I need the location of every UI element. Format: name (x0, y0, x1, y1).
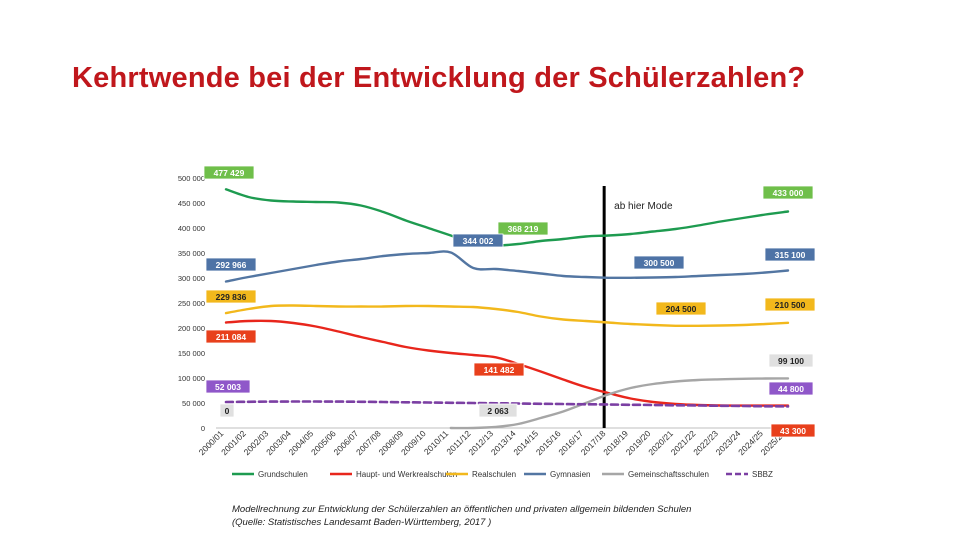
data-label-box (764, 247, 816, 262)
series-line-grundschulen (224, 188, 790, 247)
data-label-box (770, 423, 816, 438)
data-label: 433 000 (773, 188, 804, 198)
x-tick-label: 2009/10 (399, 428, 428, 457)
data-label: 52 003 (215, 382, 241, 392)
series-line-realschulen (224, 304, 790, 328)
data-label: 315 100 (775, 250, 806, 260)
data-label: 477 429 (214, 168, 245, 178)
data-label-box (768, 381, 814, 396)
data-label-box (219, 403, 235, 418)
data-label-box (205, 329, 257, 344)
data-label: 44 800 (778, 384, 804, 394)
data-label: 0 (225, 406, 230, 416)
caption-line-2: (Quelle: Statistisches Landesamt Baden-W… (232, 517, 492, 528)
data-label: 292 966 (216, 260, 247, 270)
series-line-gemeinschaftsschulen (449, 377, 790, 430)
y-tick-label: 350 000 (178, 249, 205, 258)
legend-item-label: Realschulen (472, 470, 516, 479)
data-label: 204 500 (666, 304, 697, 314)
legend-item-label: Gymnasien (550, 470, 590, 479)
data-label-box (655, 301, 707, 316)
y-tick-label: 200 000 (178, 324, 205, 333)
y-tick-label: 50 000 (182, 399, 205, 408)
data-label: 368 219 (508, 224, 539, 234)
data-label-box (473, 362, 525, 377)
data-label: 43 300 (780, 426, 806, 436)
data-label-box (452, 233, 504, 248)
y-tick-label: 450 000 (178, 199, 205, 208)
y-tick-label: 250 000 (178, 299, 205, 308)
data-label-box (205, 379, 251, 394)
legend-item-label: SBBZ (752, 470, 773, 479)
y-tick-label: 0 (201, 424, 205, 433)
data-label: 211 084 (216, 332, 247, 342)
page-title: Kehrtwende bei der Entwicklung der Schül… (72, 62, 806, 94)
forecast-marker-label: ab hier Mode (614, 201, 673, 212)
data-label: 141 482 (484, 365, 515, 375)
data-label-box (478, 403, 518, 418)
legend-item-label: Haupt- und Werkrealschulen (356, 470, 457, 479)
legend-item-label: Grundschulen (258, 470, 308, 479)
data-label-box (497, 221, 549, 236)
series-line-gymnasien (224, 250, 790, 283)
data-label-box (768, 353, 814, 368)
data-label-box (205, 257, 257, 272)
data-label: 2 063 (487, 406, 509, 416)
y-tick-label: 500 000 (178, 174, 205, 183)
data-label: 99 100 (778, 356, 804, 366)
data-label-box (203, 165, 255, 180)
y-tick-label: 400 000 (178, 224, 205, 233)
data-label: 300 500 (644, 258, 675, 268)
caption-line-1: Modellrechnung zur Entwicklung der Schül… (232, 504, 692, 515)
data-label-box (762, 185, 814, 200)
legend-item-label: Gemeinschaftsschulen (628, 470, 709, 479)
y-tick-label: 300 000 (178, 274, 205, 283)
data-label: 344 002 (463, 236, 494, 246)
data-label: 229 836 (216, 292, 247, 302)
series-line-sbbz (224, 400, 790, 408)
y-tick-label: 150 000 (178, 349, 205, 358)
data-label-box (205, 289, 257, 304)
data-label-box (633, 255, 685, 270)
data-label: 210 500 (775, 300, 806, 310)
chart-caption: Modellrechnung zur Entwicklung der Schül… (232, 503, 872, 529)
series-line-haupt-und-werkrealschulen (224, 319, 790, 407)
y-tick-label: 100 000 (178, 374, 205, 383)
data-label-box (764, 297, 816, 312)
